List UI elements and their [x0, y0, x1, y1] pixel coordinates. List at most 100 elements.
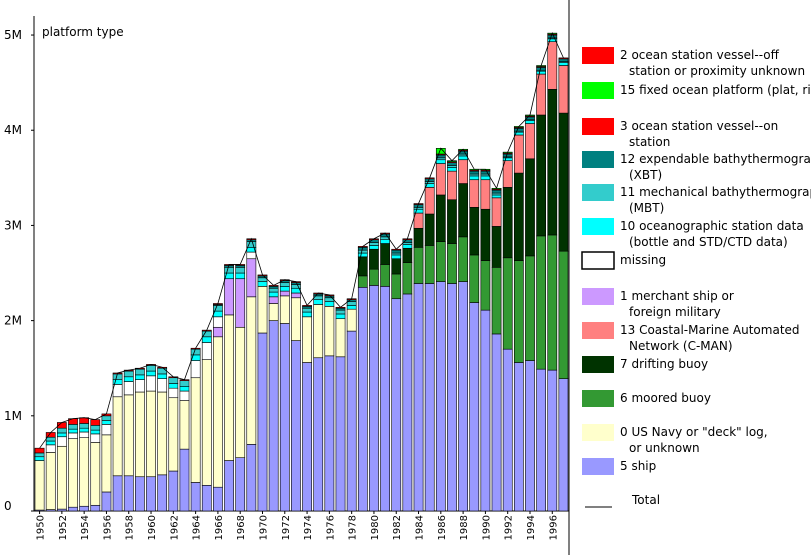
bar-segment: [346, 330, 357, 512]
bar-segment: [157, 474, 168, 512]
legend-label: station: [629, 135, 670, 149]
legend-swatch: [582, 82, 614, 99]
bar-segment: [123, 376, 134, 382]
bar-segment: [380, 239, 390, 244]
bar-segment: [369, 245, 379, 250]
bar-segment: [447, 162, 457, 166]
bar-segment: [291, 297, 301, 341]
bar-segment: [469, 179, 480, 208]
bar-segment: [413, 227, 424, 248]
stacked-bars: [34, 32, 569, 512]
bar-segment: [558, 112, 569, 252]
x-tick-label: 1984: [415, 515, 426, 540]
plot-frame: [33, 0, 570, 555]
bar-segment: [101, 491, 112, 512]
bar-segment: [146, 375, 156, 392]
x-tick-label: 1974: [303, 515, 314, 540]
bar-segment: [491, 333, 502, 512]
legend-swatch: [582, 458, 614, 475]
x-tick-label: 1962: [169, 515, 180, 540]
y-tick-label: 1M: [4, 409, 22, 423]
bar-segment: [502, 257, 513, 350]
bar-segment: [513, 128, 524, 132]
bar-segment: [179, 385, 190, 392]
bar-segment: [369, 248, 379, 270]
bar-segment: [279, 290, 290, 297]
bar-segment: [558, 250, 569, 379]
bar-segment: [525, 360, 535, 512]
bar-segment: [123, 394, 134, 477]
bar-segment: [79, 427, 90, 433]
bar-segment: [469, 175, 480, 181]
bar-segment: [79, 437, 90, 507]
bar-segment: [235, 326, 246, 458]
x-tick-label: 1992: [504, 515, 515, 540]
bar-segment: [257, 332, 268, 512]
legend-label: 2 ocean station vessel--off: [620, 48, 780, 62]
bar-segment: [123, 370, 134, 378]
bar-segment: [536, 67, 547, 71]
bar-segment: [458, 281, 468, 512]
bar-segment: [201, 484, 212, 512]
bar-segment: [79, 505, 90, 512]
bar-segment: [157, 391, 168, 476]
legend-label: 6 moored buoy: [620, 391, 711, 405]
bar-segment: [168, 470, 179, 512]
bar-segment: [112, 475, 123, 512]
bar-segment: [413, 204, 424, 208]
bar-segment: [179, 390, 190, 401]
bar-segment: [279, 286, 290, 292]
bar-segment: [135, 368, 145, 376]
bar-segment: [402, 247, 413, 263]
x-tick-label: 1996: [548, 515, 559, 540]
bar-segment: [268, 287, 279, 293]
bar-segment: [90, 433, 101, 443]
bar-segment: [558, 62, 569, 66]
bar-segment: [469, 302, 480, 512]
bar-segment: [213, 326, 223, 338]
bar-segment: [447, 243, 457, 284]
bar-segment: [56, 432, 67, 438]
legend-label: (bottle and STD/CTD data): [629, 235, 788, 249]
bar-segment: [190, 377, 201, 483]
bar-segment: [447, 199, 457, 244]
bar-segment: [268, 320, 279, 512]
bar-segment: [558, 65, 569, 114]
bar-segment: [424, 283, 435, 512]
x-tick-label: 1980: [370, 515, 381, 540]
bar-segment: [536, 114, 547, 237]
y-axis: 0 1M 2M 3M 4M 5M: [4, 28, 34, 513]
bar-segment: [402, 244, 413, 249]
y-tick-label: 0: [4, 499, 12, 513]
legend-swatch: [582, 288, 614, 305]
legend-label: station or proximity unknown: [629, 64, 805, 78]
bar-segment: [447, 167, 457, 172]
bar-segment: [279, 323, 290, 512]
legend: 2 ocean station vessel--off station or pr…: [581, 47, 811, 508]
bar-segment: [413, 283, 424, 512]
total-line: [39, 32, 564, 449]
bar-segment: [112, 373, 123, 380]
bar-segment: [458, 236, 468, 282]
bar-segment: [135, 391, 145, 478]
bar-segment: [391, 249, 402, 254]
bar-segment: [547, 34, 558, 39]
bar-segment: [268, 303, 279, 321]
legend-label: 0 US Navy or "deck" log,: [620, 425, 768, 439]
bar-segment: [68, 428, 78, 434]
bar-segment: [246, 258, 257, 298]
bar-segment: [525, 123, 535, 160]
bar-segment: [279, 282, 290, 287]
bar-segment: [536, 70, 547, 75]
bar-segment: [146, 390, 156, 478]
bar-segment: [257, 281, 268, 287]
bar-segment: [346, 301, 357, 306]
bar-segment: [90, 442, 101, 506]
bar-segment: [369, 268, 379, 286]
bar-segment: [424, 245, 435, 284]
bar-segment: [313, 304, 324, 359]
bar-segment: [424, 213, 435, 246]
legend-label: 11 mechanical bathythermograph: [620, 185, 811, 199]
y-tick-label: 5M: [4, 28, 22, 42]
